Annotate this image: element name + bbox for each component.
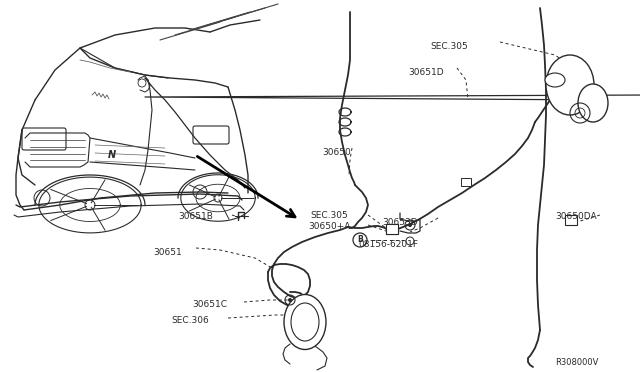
Text: SEC.305: SEC.305 xyxy=(310,211,348,220)
Text: 30651D: 30651D xyxy=(408,68,444,77)
Text: 30650: 30650 xyxy=(322,148,351,157)
Ellipse shape xyxy=(546,55,594,115)
Text: R308000V: R308000V xyxy=(555,358,598,367)
Ellipse shape xyxy=(284,295,326,350)
Text: 30653D: 30653D xyxy=(382,218,418,227)
Text: 30651C: 30651C xyxy=(192,300,227,309)
Text: B: B xyxy=(357,235,363,244)
Text: N: N xyxy=(108,150,116,160)
Circle shape xyxy=(408,223,412,227)
Text: SEC.305: SEC.305 xyxy=(430,42,468,51)
Bar xyxy=(565,215,577,225)
Text: 30650DA: 30650DA xyxy=(555,212,596,221)
Bar xyxy=(461,178,471,186)
Text: SEC.306: SEC.306 xyxy=(171,316,209,325)
Text: 08156-6201F: 08156-6201F xyxy=(358,240,418,249)
Text: 30650+A: 30650+A xyxy=(308,222,350,231)
Bar xyxy=(386,224,398,234)
Text: 30651B: 30651B xyxy=(178,212,213,221)
Ellipse shape xyxy=(578,84,608,122)
Text: 30651: 30651 xyxy=(153,248,182,257)
Ellipse shape xyxy=(291,303,319,341)
Ellipse shape xyxy=(545,73,565,87)
Circle shape xyxy=(288,298,292,302)
